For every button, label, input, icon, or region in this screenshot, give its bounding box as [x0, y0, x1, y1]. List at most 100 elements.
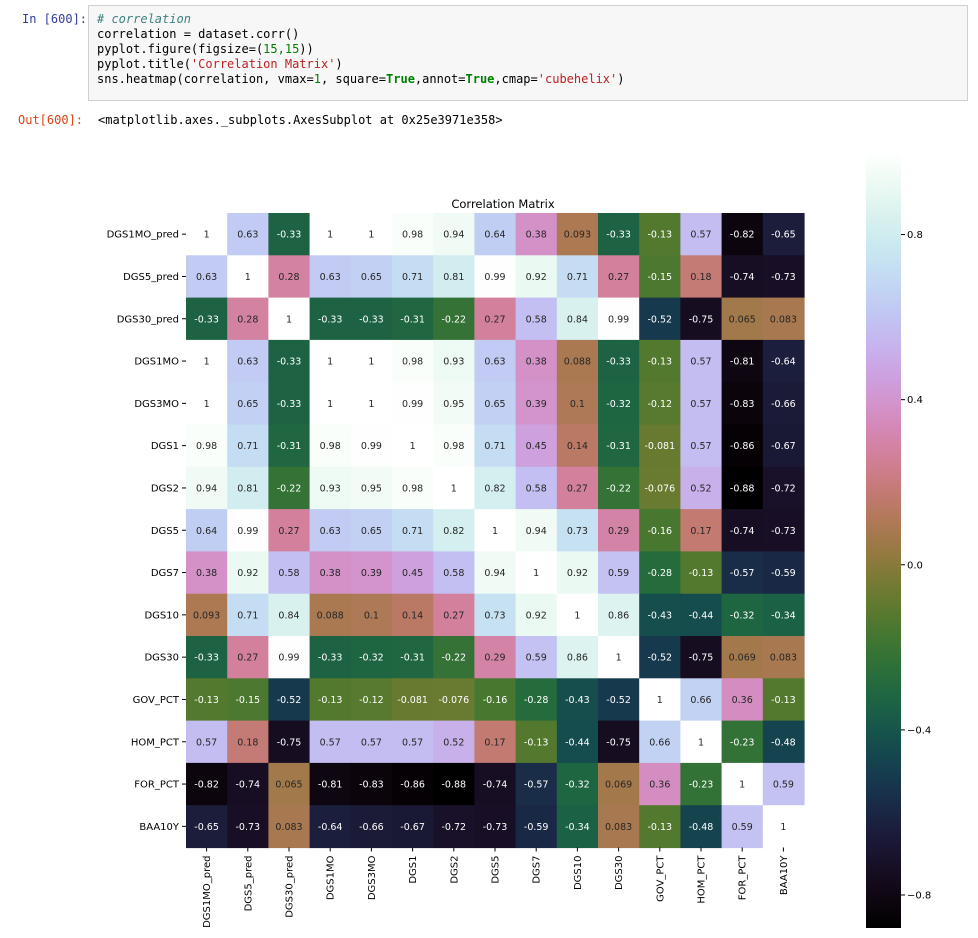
heatmap-cell: [721, 762, 764, 806]
heatmap-cell: [309, 339, 352, 383]
heatmap-cell: [598, 382, 640, 426]
x-tick-labels: DGS1MO_pred DGS5_pred DGS30_pred DGS1MO DGS3…: [202, 847, 790, 928]
code-cell-input[interactable]: # correlation correlation = dataset.corr…: [88, 5, 968, 101]
code-editor[interactable]: # correlation correlation = dataset.corr…: [97, 12, 624, 87]
y-tick-label: DGS1MO_pred: [107, 230, 179, 241]
heatmap-cell: [762, 720, 805, 764]
x-tick-label: HOM_PCT: [697, 855, 708, 904]
cell-annotation: -0.43: [565, 695, 590, 706]
heatmap-cell: [721, 636, 764, 679]
heatmap-cell: [474, 805, 517, 849]
cell-annotation: -0.13: [318, 695, 343, 706]
heatmap-cell: [433, 636, 475, 679]
cell-annotation: 1: [451, 483, 457, 494]
heatmap-cell: [350, 762, 393, 806]
code-line-heatmap: sns.heatmap(correlation, vmax=1, square=…: [97, 72, 625, 86]
cell-annotation: 0.083: [770, 314, 797, 325]
cell-annotation: 0.58: [526, 314, 547, 325]
cell-annotation: 0.99: [608, 314, 629, 325]
y-tick-label: BAA10Y: [139, 822, 180, 833]
heatmap-cell: [598, 805, 640, 849]
cell-annotation: -0.32: [565, 780, 590, 791]
cell-annotation: -0.43: [648, 610, 673, 621]
heatmap-cell: [268, 466, 311, 510]
heatmap-cell: [350, 636, 393, 679]
heatmap-cell: [309, 509, 352, 552]
heatmap-cell: [598, 762, 640, 806]
heatmap-cell: [186, 551, 228, 595]
heatmap-cell: [598, 213, 640, 256]
cell-annotation: -0.13: [689, 568, 714, 579]
cell-annotation: 0.1: [570, 399, 585, 410]
heatmap-cell: [392, 805, 434, 849]
cell-annotation: -0.67: [400, 822, 425, 833]
heatmap-cell: [556, 762, 599, 806]
cell-annotation: -0.59: [771, 568, 796, 579]
cell-annotation: 0.92: [237, 568, 258, 579]
code-line-title: pyplot.title('Correlation Matrix'): [97, 57, 343, 71]
colorbar-tick-label: 0.8: [907, 230, 923, 241]
heatmap-cell: [186, 593, 228, 637]
heatmap-cell: [227, 382, 269, 426]
x-tick-label: DGS30_pred: [285, 856, 296, 918]
cell-annotation: 0.58: [278, 568, 299, 579]
heatmap-cell: [350, 593, 393, 637]
heatmap-cell: [268, 297, 311, 341]
heatmap-cell: [392, 466, 434, 510]
cell-annotation: -0.72: [771, 483, 796, 494]
heatmap-cell: [556, 509, 599, 552]
cell-annotation: 0.95: [443, 399, 464, 410]
cell-annotation: 0.57: [690, 230, 711, 241]
cell-annotation: 1: [204, 230, 210, 241]
heatmap-cell: [762, 213, 805, 256]
heatmap-cell: [556, 424, 599, 468]
cell-annotation: 0.71: [237, 610, 258, 621]
heatmap-cell: [515, 636, 558, 679]
heatmap-cell: [515, 466, 558, 510]
heatmap-cell: [762, 509, 805, 552]
cell-annotation: -0.65: [771, 230, 796, 241]
x-tick-label: FOR_PCT: [738, 855, 749, 901]
cell-annotation: 0.27: [567, 483, 588, 494]
cell-annotation: 1: [245, 272, 251, 283]
heatmap-cell: [762, 805, 805, 849]
heatmap-cell: [392, 339, 434, 383]
heatmap-cell: [350, 297, 393, 341]
heatmap-cell: [721, 805, 764, 849]
heatmap-cell: [227, 339, 269, 383]
cell-annotation: 0.94: [526, 526, 547, 537]
heatmap-cell: [433, 593, 475, 637]
cell-annotation: -0.33: [194, 314, 219, 325]
cell-annotation: -0.57: [730, 568, 755, 579]
heatmap-cell: [762, 297, 805, 341]
cell-annotation: -0.75: [689, 653, 714, 664]
cell-annotation: -0.72: [442, 822, 467, 833]
cell-annotation: 0.39: [526, 399, 547, 410]
heatmap-cell: [309, 678, 352, 722]
heatmap-cell: [639, 424, 681, 468]
x-tick-label: DGS1: [408, 856, 419, 884]
heatmap-cell: [639, 339, 681, 383]
cell-annotation: 0.59: [526, 653, 547, 664]
cell-annotation: 0.63: [196, 272, 217, 283]
heatmap-cell: [392, 678, 434, 722]
cell-annotation: -0.15: [648, 272, 673, 283]
heatmap-cell: [639, 720, 681, 764]
cell-annotation: 0.82: [484, 483, 505, 494]
cell-annotation: 0.92: [567, 568, 588, 579]
cell-annotation: 0.36: [732, 695, 753, 706]
heatmap-cell: [350, 805, 393, 849]
cell-annotation: -0.22: [442, 314, 467, 325]
heatmap-cell: [556, 382, 599, 426]
heatmap-cells: 1 0.63 -0.33 1 1 0.98 0.94 0.64 0.38 0.093 -0.33 -0…: [186, 213, 805, 849]
heatmap-cell: [598, 593, 640, 637]
cell-annotation: 0.71: [484, 441, 505, 452]
y-tick-label: DGS30: [144, 653, 179, 664]
cell-annotation: -0.33: [277, 357, 302, 368]
cell-annotation: 0.38: [526, 357, 547, 368]
output-text: <matplotlib.axes._subplots.AxesSubplot a…: [98, 113, 503, 127]
x-tick-label: DGS1MO_pred: [202, 856, 213, 928]
cell-annotation: 0.65: [361, 272, 382, 283]
cell-annotation: 1: [780, 822, 786, 833]
cell-annotation: -0.13: [648, 357, 673, 368]
